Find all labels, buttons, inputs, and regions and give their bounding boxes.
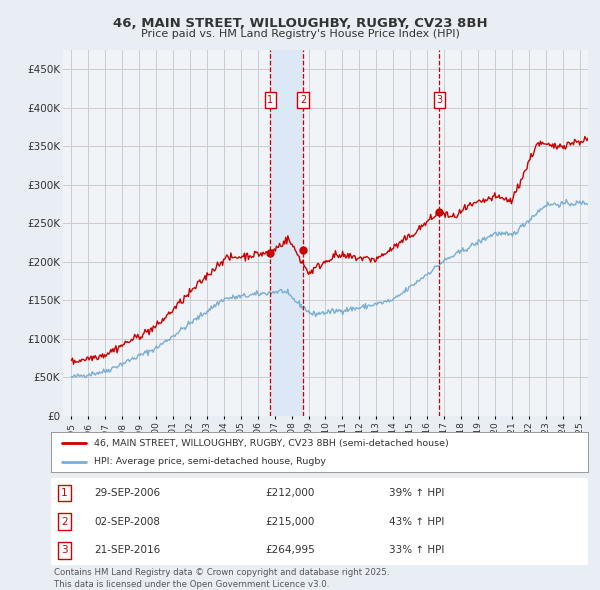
Text: 02-SEP-2008: 02-SEP-2008 [94,517,160,526]
Text: 21-SEP-2016: 21-SEP-2016 [94,545,160,555]
Text: £212,000: £212,000 [266,488,315,498]
Text: 43% ↑ HPI: 43% ↑ HPI [389,517,445,526]
Bar [271,50,303,416]
Text: 46, MAIN STREET, WILLOUGHBY, RUGBY, CV23 8BH: 46, MAIN STREET, WILLOUGHBY, RUGBY, CV23… [113,17,487,30]
Text: £215,000: £215,000 [266,517,315,526]
Text: 46, MAIN STREET, WILLOUGHBY, RUGBY, CV23 8BH (semi-detached house): 46, MAIN STREET, WILLOUGHBY, RUGBY, CV23… [94,438,449,448]
Text: 39% ↑ HPI: 39% ↑ HPI [389,488,445,498]
Text: £264,995: £264,995 [266,545,316,555]
Text: 2: 2 [300,95,306,105]
Text: 3: 3 [61,545,68,555]
Text: Contains HM Land Registry data © Crown copyright and database right 2025.
This d: Contains HM Land Registry data © Crown c… [54,568,389,589]
Text: 2: 2 [61,517,68,526]
Text: 29-SEP-2006: 29-SEP-2006 [94,488,160,498]
Text: Price paid vs. HM Land Registry's House Price Index (HPI): Price paid vs. HM Land Registry's House … [140,29,460,39]
Text: 33% ↑ HPI: 33% ↑ HPI [389,545,445,555]
Text: 1: 1 [61,488,68,498]
Text: HPI: Average price, semi-detached house, Rugby: HPI: Average price, semi-detached house,… [94,457,326,467]
Text: 1: 1 [268,95,274,105]
Text: 3: 3 [436,95,442,105]
